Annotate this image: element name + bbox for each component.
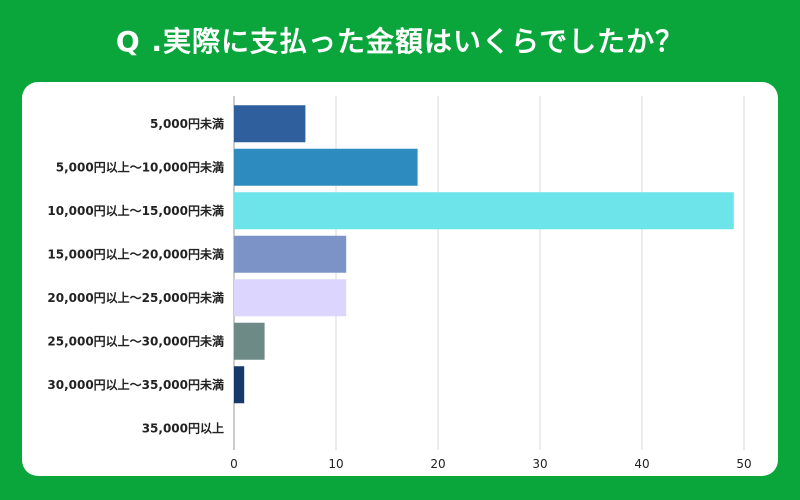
category-label: 25,000円以上〜30,000円未満 [47, 333, 224, 348]
bars [234, 105, 734, 404]
x-tick-label: 0 [230, 457, 238, 471]
category-label: 5,000円未満 [150, 116, 224, 131]
chart-title: Q .実際に支払った金額はいくらでしたか？ [115, 25, 685, 58]
x-tick-label: 30 [532, 457, 547, 471]
x-axis-ticks: 0 10 20 30 40 50 [230, 457, 751, 471]
bar-chart: 5,000円未満 5,000円以上〜10,000円未満 10,000円以上〜15,0… [47, 96, 752, 471]
category-label: 35,000円以上 [142, 420, 224, 435]
bar [234, 235, 347, 273]
bar [234, 279, 347, 317]
category-label: 30,000円以上〜35,000円未満 [47, 377, 224, 392]
x-tick-label: 20 [430, 457, 445, 471]
x-tick-label: 40 [634, 457, 649, 471]
bar [234, 322, 265, 360]
category-label: 5,000円以上〜10,000円未満 [56, 159, 224, 174]
bar [234, 105, 306, 143]
x-tick-label: 50 [736, 457, 751, 471]
category-label: 10,000円以上〜15,000円未満 [47, 203, 224, 218]
bar [234, 148, 418, 186]
category-label: 15,000円以上〜20,000円未満 [47, 246, 224, 261]
chart-card: 5,000円未満 5,000円以上〜10,000円未満 10,000円以上〜15,0… [22, 82, 778, 476]
bar [234, 366, 245, 404]
category-label: 20,000円以上〜25,000円未満 [47, 290, 224, 305]
x-tick-label: 10 [328, 457, 343, 471]
category-labels: 5,000円未満 5,000円以上〜10,000円未満 10,000円以上〜15,0… [47, 116, 224, 436]
bar [234, 192, 734, 230]
